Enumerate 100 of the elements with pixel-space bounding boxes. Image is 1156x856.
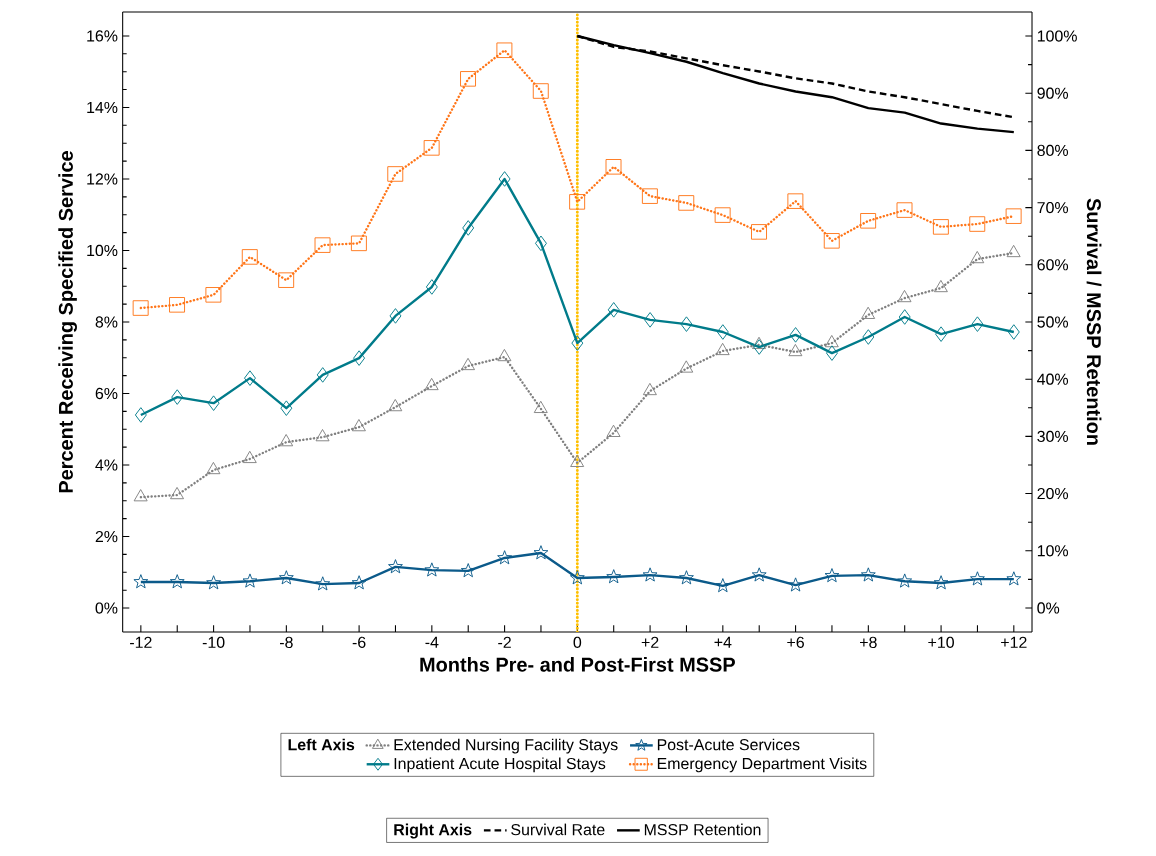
point: [278, 570, 294, 585]
point: [316, 367, 329, 383]
point: [605, 159, 622, 175]
y-tick-label: 10%: [87, 244, 118, 257]
y2-tick-label: 90%: [1037, 87, 1069, 99]
point: [279, 434, 294, 447]
point: [134, 407, 147, 423]
y-tick-label: 14%: [87, 101, 118, 114]
point: [496, 42, 513, 59]
legend-label: MSSP Retention: [644, 823, 761, 836]
point: [244, 370, 256, 386]
point: [679, 570, 694, 585]
point: [351, 575, 367, 590]
y-tick-label: 6%: [95, 387, 118, 400]
point: [680, 316, 693, 332]
point: [861, 307, 876, 319]
point: [860, 567, 876, 582]
point: [497, 349, 512, 362]
point: [788, 577, 803, 592]
point: [425, 279, 438, 295]
x-tick-label: -12: [130, 636, 152, 648]
legend-label: Survival Rate: [511, 823, 605, 836]
point: [242, 249, 258, 265]
text: Right Axis: [394, 823, 472, 839]
point: [825, 335, 839, 348]
point: [171, 389, 184, 405]
point: [206, 575, 222, 590]
x-tick-label: +6: [787, 636, 804, 648]
point: [789, 327, 802, 343]
legend-label: Post-Acute Services: [657, 738, 800, 751]
point: [388, 399, 403, 412]
point: [314, 237, 331, 253]
point: [533, 83, 549, 99]
point: [642, 567, 658, 582]
point: [644, 312, 657, 328]
y2-tick-label: 30%: [1037, 430, 1069, 443]
point: [935, 326, 948, 342]
point: [388, 559, 403, 574]
point: [169, 574, 185, 589]
point: [897, 573, 913, 588]
x-tick-label: +8: [860, 636, 877, 648]
point: [862, 329, 875, 345]
x-axis-title: Months Pre- and Post-First MSSP: [420, 657, 735, 672]
point: [969, 216, 986, 232]
point: [352, 419, 366, 432]
point: [824, 233, 840, 249]
point: [424, 140, 440, 156]
x-tick-label: +10: [928, 636, 954, 648]
point: [606, 425, 621, 437]
y2-tick-label: 40%: [1037, 373, 1069, 385]
text: Left Axis: [288, 738, 355, 751]
point: [424, 562, 440, 577]
point: [1007, 245, 1021, 258]
point: [460, 563, 476, 578]
point: [933, 575, 949, 590]
point: [460, 71, 476, 87]
y-tick-label: 16%: [87, 30, 118, 42]
point: [606, 569, 622, 584]
point: [970, 251, 985, 264]
point: [970, 571, 985, 586]
point: [242, 573, 258, 588]
x-tick-label: -8: [279, 636, 293, 648]
point: [206, 462, 221, 475]
y-tick-label: 4%: [95, 459, 118, 471]
y2-tick-label: 80%: [1037, 144, 1069, 157]
point: [716, 324, 729, 340]
point: [715, 578, 731, 593]
point: [571, 335, 584, 351]
y2-tick-label: 20%: [1037, 487, 1069, 500]
x-tick-label: -10: [202, 636, 225, 648]
point: [133, 300, 149, 316]
point: [898, 309, 911, 325]
point: [1006, 208, 1022, 224]
point: [280, 400, 293, 416]
point: [752, 337, 767, 349]
point: [497, 550, 513, 565]
x-tick-label: -6: [352, 636, 366, 648]
legend-label: Inpatient Acute Hospital Stays: [394, 757, 606, 773]
y2-axis-title: Survival / MSSP Retention: [1086, 198, 1102, 445]
point: [897, 290, 912, 303]
point: [353, 350, 366, 366]
legend-label: Emergency Department Visits: [657, 757, 867, 773]
point: [788, 344, 803, 357]
point: [934, 280, 948, 293]
point: [207, 395, 220, 411]
point: [715, 207, 731, 223]
y-tick-label: 8%: [95, 316, 118, 328]
point: [787, 193, 804, 209]
x-tick-label: 0: [573, 636, 582, 648]
point: [569, 570, 585, 585]
point: [243, 451, 257, 464]
point: [170, 487, 185, 500]
point: [134, 489, 148, 502]
point: [679, 360, 694, 373]
point: [133, 574, 149, 589]
point: [826, 345, 838, 361]
y-tick-label: 12%: [87, 173, 118, 185]
point: [535, 235, 547, 252]
x-tick-label: +2: [641, 636, 659, 648]
y2-tick-label: 0%: [1037, 602, 1060, 614]
